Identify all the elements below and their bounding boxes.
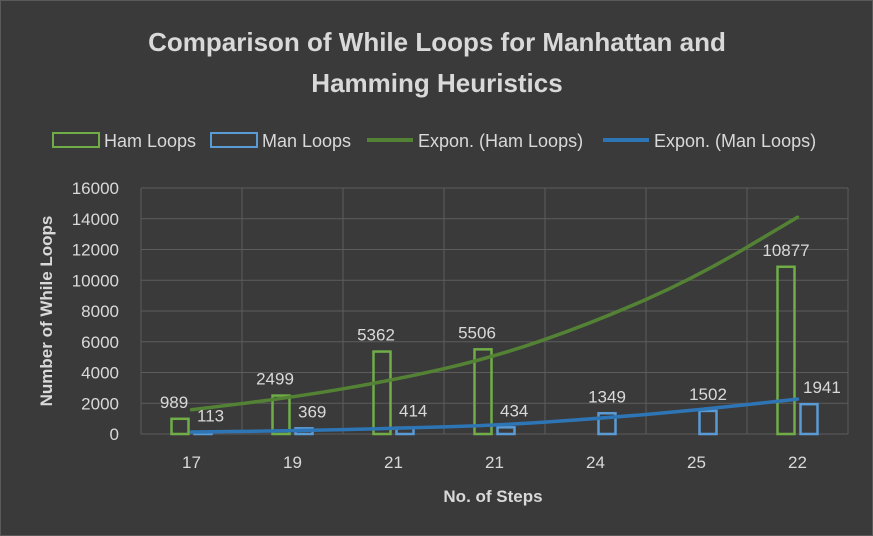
- chart-title-line-2: Hamming Heuristics: [311, 68, 562, 98]
- x-tick-label-6: 22: [788, 453, 807, 472]
- y-axis-title: Number of While Loops: [37, 216, 56, 407]
- x-axis-ticks: 17 19 21 21 24 25 22: [182, 453, 807, 472]
- man-loops-label-3: 434: [500, 401, 528, 420]
- x-tick-label-1: 19: [283, 453, 302, 472]
- x-tick-label-3: 21: [485, 453, 504, 472]
- ham-loops-bar-6: [776, 265, 796, 436]
- y-tick-label-12000: 12000: [72, 241, 119, 260]
- ham-loops-label-1: 2499: [256, 370, 294, 389]
- man-loops-bar-4: [597, 412, 617, 436]
- man-loops-bar-3: [496, 426, 516, 436]
- legend-man-loops-swatch: [210, 132, 258, 148]
- data-labels: 989 2499 5362 5506 10877 113 369 414 434 1349 1502…: [160, 241, 841, 425]
- gridlines: [140, 187, 849, 435]
- x-tick-label-2: 21: [384, 453, 403, 472]
- y-tick-label-0: 0: [110, 425, 119, 444]
- man-loops-label-6: 1941: [803, 378, 841, 397]
- man-loops-bar-5: [698, 409, 718, 436]
- y-tick-label-6000: 6000: [81, 333, 119, 352]
- man-loops-label-0: 113: [197, 406, 224, 425]
- legend-expon-ham-label: Expon. (Ham Loops): [418, 131, 583, 151]
- y-tick-label-14000: 14000: [72, 210, 119, 229]
- x-tick-label-0: 17: [182, 453, 201, 472]
- x-tick-label-5: 25: [687, 453, 706, 472]
- man-loops-label-2: 414: [399, 402, 427, 421]
- ham-loops-bar-1: [271, 394, 291, 436]
- x-axis-title: No. of Steps: [443, 487, 542, 506]
- y-tick-label-16000: 16000: [72, 179, 119, 198]
- ham-loops-bar-0: [170, 417, 190, 436]
- legend-ham-loops-label: Ham Loops: [104, 131, 196, 151]
- y-tick-label-2000: 2000: [81, 394, 119, 413]
- y-tick-label-8000: 8000: [81, 302, 119, 321]
- trendlines: [189, 215, 800, 434]
- y-tick-label-4000: 4000: [81, 364, 119, 383]
- ham-loops-label-3: 5506: [458, 323, 496, 342]
- expon-ham-trendline: [189, 215, 800, 412]
- legend-expon-man-label: Expon. (Man Loops): [654, 131, 816, 151]
- y-tick-label-10000: 10000: [72, 271, 119, 290]
- ham-loops-label-0: 989: [160, 393, 188, 412]
- ham-loops-label-6: 10877: [762, 241, 809, 260]
- y-axis-ticks: 0 2000 4000 6000 8000 10000 12000 14000 16000: [72, 179, 119, 444]
- ham-loops-bar-2: [372, 350, 392, 436]
- man-loops-bar-6: [799, 402, 819, 436]
- x-tick-label-4: 24: [586, 453, 605, 472]
- man-loops-label-4: 1349: [588, 387, 626, 406]
- legend: Ham Loops Man Loops Expon. (Ham Loops) E…: [52, 131, 816, 151]
- man-loops-label-1: 369: [298, 402, 326, 421]
- man-loops-label-5: 1502: [689, 385, 727, 404]
- ham-loops-label-2: 5362: [357, 326, 395, 345]
- legend-man-loops-label: Man Loops: [262, 131, 351, 151]
- bars: [170, 265, 819, 436]
- expon-man-trendline: [189, 397, 800, 434]
- chart-title-line-1: Comparison of While Loops for Manhattan …: [148, 27, 726, 57]
- ham-loops-bar-3: [473, 348, 493, 436]
- legend-ham-loops-swatch: [52, 132, 100, 148]
